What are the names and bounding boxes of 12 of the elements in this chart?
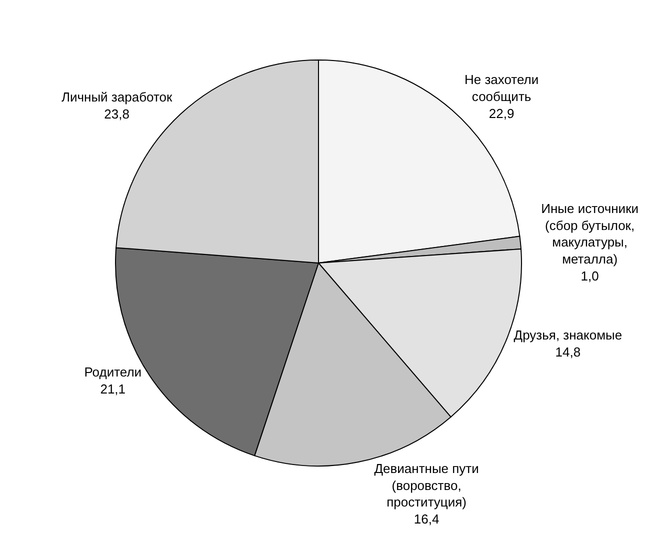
data-label: 22,9: [488, 106, 514, 121]
data-label: 21,1: [100, 381, 126, 396]
data-label: 16,4: [414, 512, 440, 527]
slice-label: Не захотели сообщить: [464, 72, 539, 104]
slice-label: Иные источники (сбор бутылок, макулатуры, металла): [541, 200, 639, 267]
data-label: 1,0: [580, 268, 599, 284]
data-label: 14,8: [555, 344, 581, 360]
slice-label: Личный заработок: [61, 90, 172, 105]
slice-label: Друзья, знакомые: [514, 328, 622, 343]
data-label: 23,8: [104, 106, 130, 122]
slice-label: Родители: [84, 364, 142, 380]
slice-label: Девиантные пути (воровство, проституция): [374, 460, 479, 510]
